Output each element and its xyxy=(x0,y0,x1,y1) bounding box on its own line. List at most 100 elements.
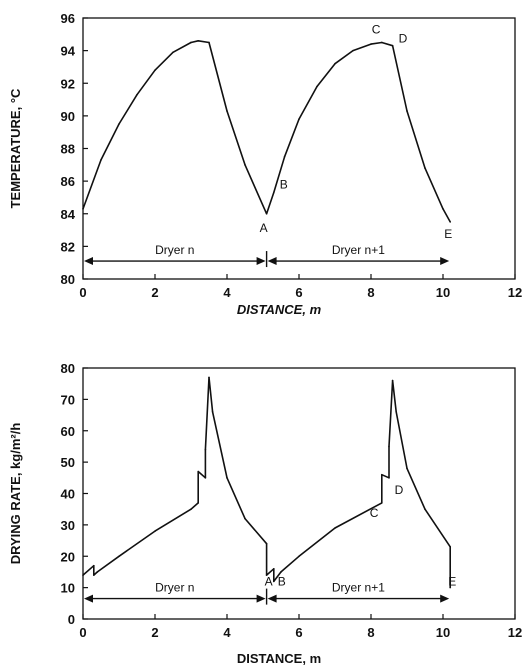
data-point xyxy=(244,517,246,520)
data-point xyxy=(388,445,390,448)
y-tick-label: 0 xyxy=(68,612,75,627)
data-point xyxy=(334,527,336,529)
y-tick-label: 96 xyxy=(61,11,75,26)
y-tick-label: 10 xyxy=(61,581,75,596)
x-tick-label: 6 xyxy=(295,285,302,300)
data-point xyxy=(273,568,275,570)
data-point xyxy=(197,502,199,504)
y-tick-label: 30 xyxy=(61,518,75,533)
data-point xyxy=(100,159,102,161)
data-point xyxy=(265,542,268,545)
region-label: Dryer n xyxy=(155,581,194,595)
data-point xyxy=(96,571,99,573)
data-point xyxy=(370,43,372,45)
point-label-a: A xyxy=(260,221,268,235)
y-tick-label: 50 xyxy=(61,455,75,470)
x-axis-label: DISTANCE, m xyxy=(237,302,322,317)
data-point xyxy=(273,580,275,583)
arrowhead-left xyxy=(84,257,93,266)
y-tick-label: 70 xyxy=(61,392,75,407)
arrowhead-right xyxy=(440,257,450,266)
x-axis-label: DISTANCE, m xyxy=(237,651,321,666)
data-point xyxy=(391,379,394,382)
data-point xyxy=(244,164,246,166)
arrowhead-left xyxy=(267,257,277,266)
arrowhead-left xyxy=(267,594,277,603)
data-point xyxy=(190,41,192,44)
x-tick-label: 6 xyxy=(295,625,302,640)
region-label: Dryer n+1 xyxy=(332,243,385,257)
data-point xyxy=(442,208,444,210)
arrowhead-right xyxy=(256,257,266,266)
data-point xyxy=(265,574,268,576)
data-point xyxy=(395,411,398,413)
x-tick-label: 2 xyxy=(151,285,158,300)
data-point xyxy=(93,574,95,576)
y-tick-label: 90 xyxy=(61,109,75,124)
data-point xyxy=(154,69,156,71)
data-point xyxy=(298,118,300,120)
data-point xyxy=(381,41,383,44)
data-point xyxy=(204,477,207,479)
data-point xyxy=(391,44,394,47)
point-label-d: D xyxy=(399,32,408,46)
data-point xyxy=(381,502,383,504)
y-axis-label: TEMPERATURE, °C xyxy=(8,88,23,208)
data-point xyxy=(388,477,390,479)
data-point xyxy=(406,110,408,112)
data-point xyxy=(334,62,336,65)
data-point xyxy=(226,477,228,479)
x-tick-label: 0 xyxy=(79,285,86,300)
data-point xyxy=(118,555,120,558)
data-point xyxy=(449,546,452,548)
point-label-b: B xyxy=(280,178,288,192)
data-point xyxy=(197,470,199,473)
y-tick-label: 84 xyxy=(61,207,76,222)
data-point xyxy=(316,85,318,88)
point-label-e: E xyxy=(444,227,452,241)
data-point xyxy=(381,473,383,476)
data-point xyxy=(154,530,156,532)
x-tick-label: 10 xyxy=(436,625,450,640)
y-tick-label: 82 xyxy=(61,239,75,254)
point-label-c: C xyxy=(370,506,379,520)
chart-1: 0 2 4 6 8 10 12 80 82 84 86 88 90 92 94 96 DISTANCE, m TE… xyxy=(8,11,522,317)
data-point xyxy=(298,555,300,558)
data-point xyxy=(424,508,426,510)
x-tick-label: 10 xyxy=(436,285,450,300)
data-point xyxy=(82,208,84,210)
data-point xyxy=(204,448,207,451)
data-point xyxy=(93,564,95,567)
data-point xyxy=(449,586,452,589)
x-tick-label: 2 xyxy=(151,625,158,640)
y-tick-label: 80 xyxy=(61,361,75,376)
x-tick-label: 8 xyxy=(367,285,374,300)
x-tick-label: 8 xyxy=(367,625,374,640)
point-label-e: E xyxy=(448,574,456,588)
y-tick-label: 86 xyxy=(61,174,75,189)
data-point xyxy=(280,571,282,573)
data-point xyxy=(208,376,210,379)
point-label-a: A xyxy=(265,574,273,588)
data-point xyxy=(197,40,199,42)
arrowhead-right xyxy=(256,594,266,603)
data-point xyxy=(226,110,228,112)
y-tick-label: 88 xyxy=(61,142,75,157)
point-label-d: D xyxy=(395,483,404,497)
data-point xyxy=(208,41,210,44)
data-point xyxy=(82,574,84,576)
y-tick-label: 20 xyxy=(61,549,75,564)
data-point xyxy=(265,212,268,215)
data-point xyxy=(273,191,275,194)
data-point xyxy=(406,467,408,470)
region-label: Dryer n+1 xyxy=(332,581,385,595)
point-label-c: C xyxy=(372,22,381,36)
data-point xyxy=(172,51,174,54)
data-point xyxy=(449,221,452,223)
data-point xyxy=(352,49,354,52)
arrowhead-right xyxy=(440,594,450,603)
data-point xyxy=(136,93,138,96)
y-tick-label: 92 xyxy=(61,76,75,91)
series-line xyxy=(82,40,451,223)
